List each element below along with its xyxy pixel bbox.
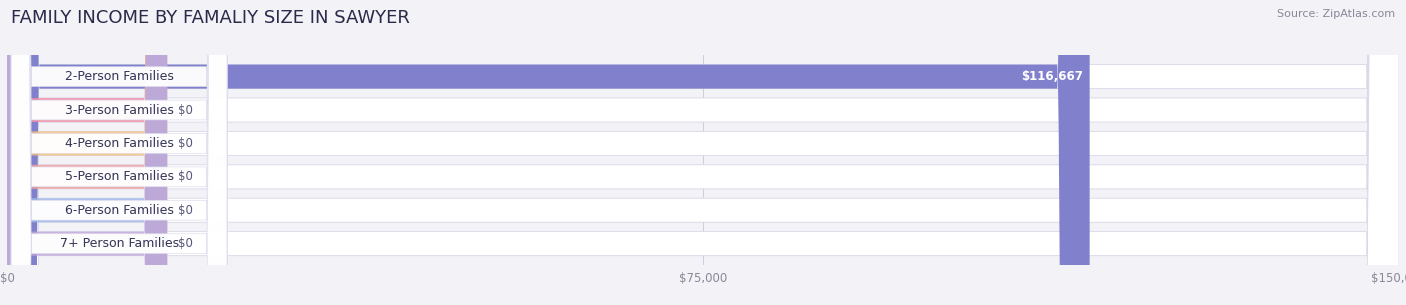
Text: $0: $0 — [179, 137, 193, 150]
FancyBboxPatch shape — [11, 0, 226, 305]
Text: FAMILY INCOME BY FAMALIY SIZE IN SAWYER: FAMILY INCOME BY FAMALIY SIZE IN SAWYER — [11, 9, 411, 27]
FancyBboxPatch shape — [11, 0, 226, 305]
FancyBboxPatch shape — [11, 0, 226, 305]
FancyBboxPatch shape — [7, 0, 1399, 305]
Text: $0: $0 — [179, 237, 193, 250]
Text: 2-Person Families: 2-Person Families — [65, 70, 173, 83]
Text: 3-Person Families: 3-Person Families — [65, 103, 173, 117]
FancyBboxPatch shape — [7, 0, 167, 305]
FancyBboxPatch shape — [7, 0, 1399, 305]
FancyBboxPatch shape — [7, 0, 1399, 305]
FancyBboxPatch shape — [11, 0, 226, 305]
Text: 6-Person Families: 6-Person Families — [65, 204, 173, 217]
FancyBboxPatch shape — [7, 0, 167, 305]
Text: 4-Person Families: 4-Person Families — [65, 137, 173, 150]
Text: $0: $0 — [179, 170, 193, 183]
FancyBboxPatch shape — [7, 0, 167, 305]
Text: 7+ Person Families: 7+ Person Families — [59, 237, 179, 250]
Text: Source: ZipAtlas.com: Source: ZipAtlas.com — [1277, 9, 1395, 19]
Text: 5-Person Families: 5-Person Families — [65, 170, 173, 183]
FancyBboxPatch shape — [7, 0, 1399, 305]
FancyBboxPatch shape — [7, 0, 1090, 305]
FancyBboxPatch shape — [7, 0, 167, 305]
FancyBboxPatch shape — [11, 0, 226, 305]
FancyBboxPatch shape — [7, 0, 167, 305]
FancyBboxPatch shape — [7, 0, 1399, 305]
Text: $0: $0 — [179, 103, 193, 117]
Text: $116,667: $116,667 — [1021, 70, 1083, 83]
Text: $0: $0 — [179, 204, 193, 217]
FancyBboxPatch shape — [7, 0, 1399, 305]
FancyBboxPatch shape — [11, 0, 226, 305]
